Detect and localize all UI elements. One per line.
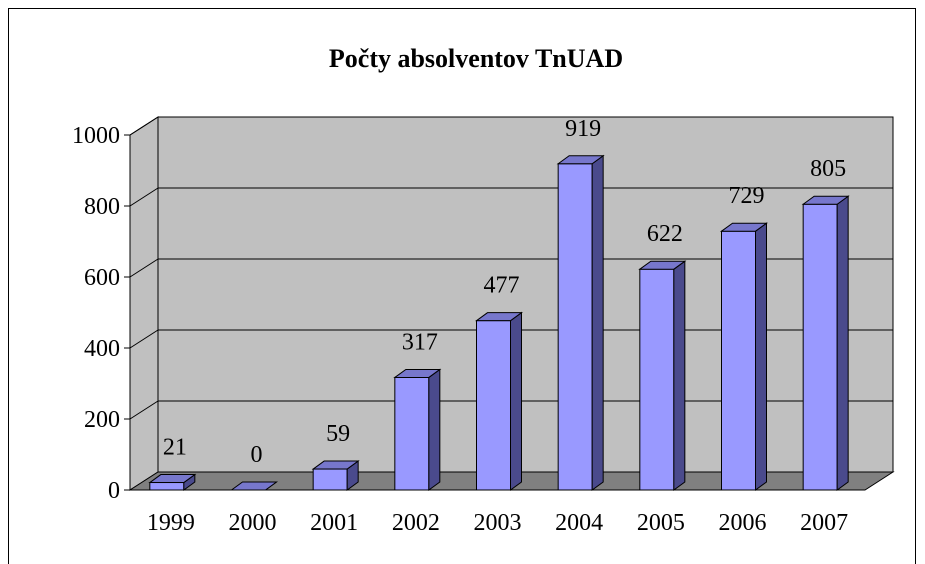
y-axis-ticks: 0 200 400 600 800 1000 (72, 123, 130, 504)
bar-top (148, 474, 197, 484)
y-tick-label: 600 (84, 265, 120, 291)
bar (311, 460, 360, 491)
x-tick-label: 2002 (392, 510, 440, 536)
bar (801, 195, 850, 491)
bar-top (311, 460, 360, 470)
data-label: 317 (402, 329, 438, 355)
bar (719, 222, 769, 491)
grid-lines (129, 116, 893, 420)
data-labels: 21 0 59 317 477 919 622 729 805 (163, 116, 846, 468)
gridline-side (129, 116, 159, 136)
bar-side (836, 195, 849, 491)
chart-title: Počty absolventov TnUAD (329, 44, 623, 73)
bar (393, 368, 442, 491)
data-label: 919 (565, 116, 601, 142)
bar-front (802, 203, 838, 491)
bars (148, 154, 850, 491)
gridline-side (129, 400, 159, 420)
bar-front (394, 376, 430, 491)
data-label: 805 (810, 156, 846, 182)
gridline-side (129, 329, 159, 349)
y-tick-label: 0 (108, 478, 120, 504)
x-tick-label: 2007 (800, 510, 848, 536)
data-label: 21 (163, 435, 187, 461)
bar-top (229, 481, 279, 491)
bar-front (149, 482, 185, 491)
bar (556, 154, 605, 491)
x-tick-label: 2005 (637, 510, 685, 536)
bar-front (721, 230, 756, 491)
bar-front (312, 468, 348, 491)
data-label: 59 (326, 421, 350, 447)
bar-top (474, 312, 524, 322)
bar-front (476, 320, 511, 491)
bar-top (556, 155, 605, 165)
bar-side (428, 368, 441, 491)
bar-side (591, 154, 604, 491)
x-tick-label: 2004 (555, 510, 603, 536)
bar-top (801, 195, 850, 205)
gridline-side (129, 258, 159, 278)
y-tick-label: 200 (84, 407, 120, 433)
x-tick-label: 1999 (147, 510, 195, 536)
bar-front (557, 163, 593, 491)
bar-top (638, 260, 687, 270)
data-label: 622 (647, 221, 683, 247)
bar (474, 311, 524, 491)
data-label: 477 (484, 273, 520, 299)
y-tick-label: 400 (84, 336, 120, 362)
gridline-side (129, 187, 159, 207)
y-tick-label: 800 (84, 194, 120, 220)
bar-top (393, 368, 442, 378)
x-axis-ticks: 1999 2000 2001 2002 2003 2004 2005 2006 2007 (147, 510, 848, 536)
x-tick-label: 2003 (474, 510, 522, 536)
x-tick-label: 2001 (310, 510, 358, 536)
bar-side (673, 260, 686, 491)
chart-frame (8, 8, 916, 564)
bar (148, 473, 197, 491)
x-tick-label: 2006 (719, 510, 767, 536)
side-wall (129, 116, 159, 491)
bar-side (510, 311, 522, 491)
bar (638, 260, 687, 491)
data-label: 729 (729, 183, 765, 209)
back-wall (157, 116, 894, 473)
bar-top (719, 222, 769, 232)
bar-front (639, 268, 675, 491)
y-tick-label: 1000 (72, 123, 120, 149)
data-label: 0 (251, 442, 263, 468)
bar-side (755, 222, 767, 491)
bar (229, 481, 279, 491)
x-tick-label: 2000 (229, 510, 277, 536)
